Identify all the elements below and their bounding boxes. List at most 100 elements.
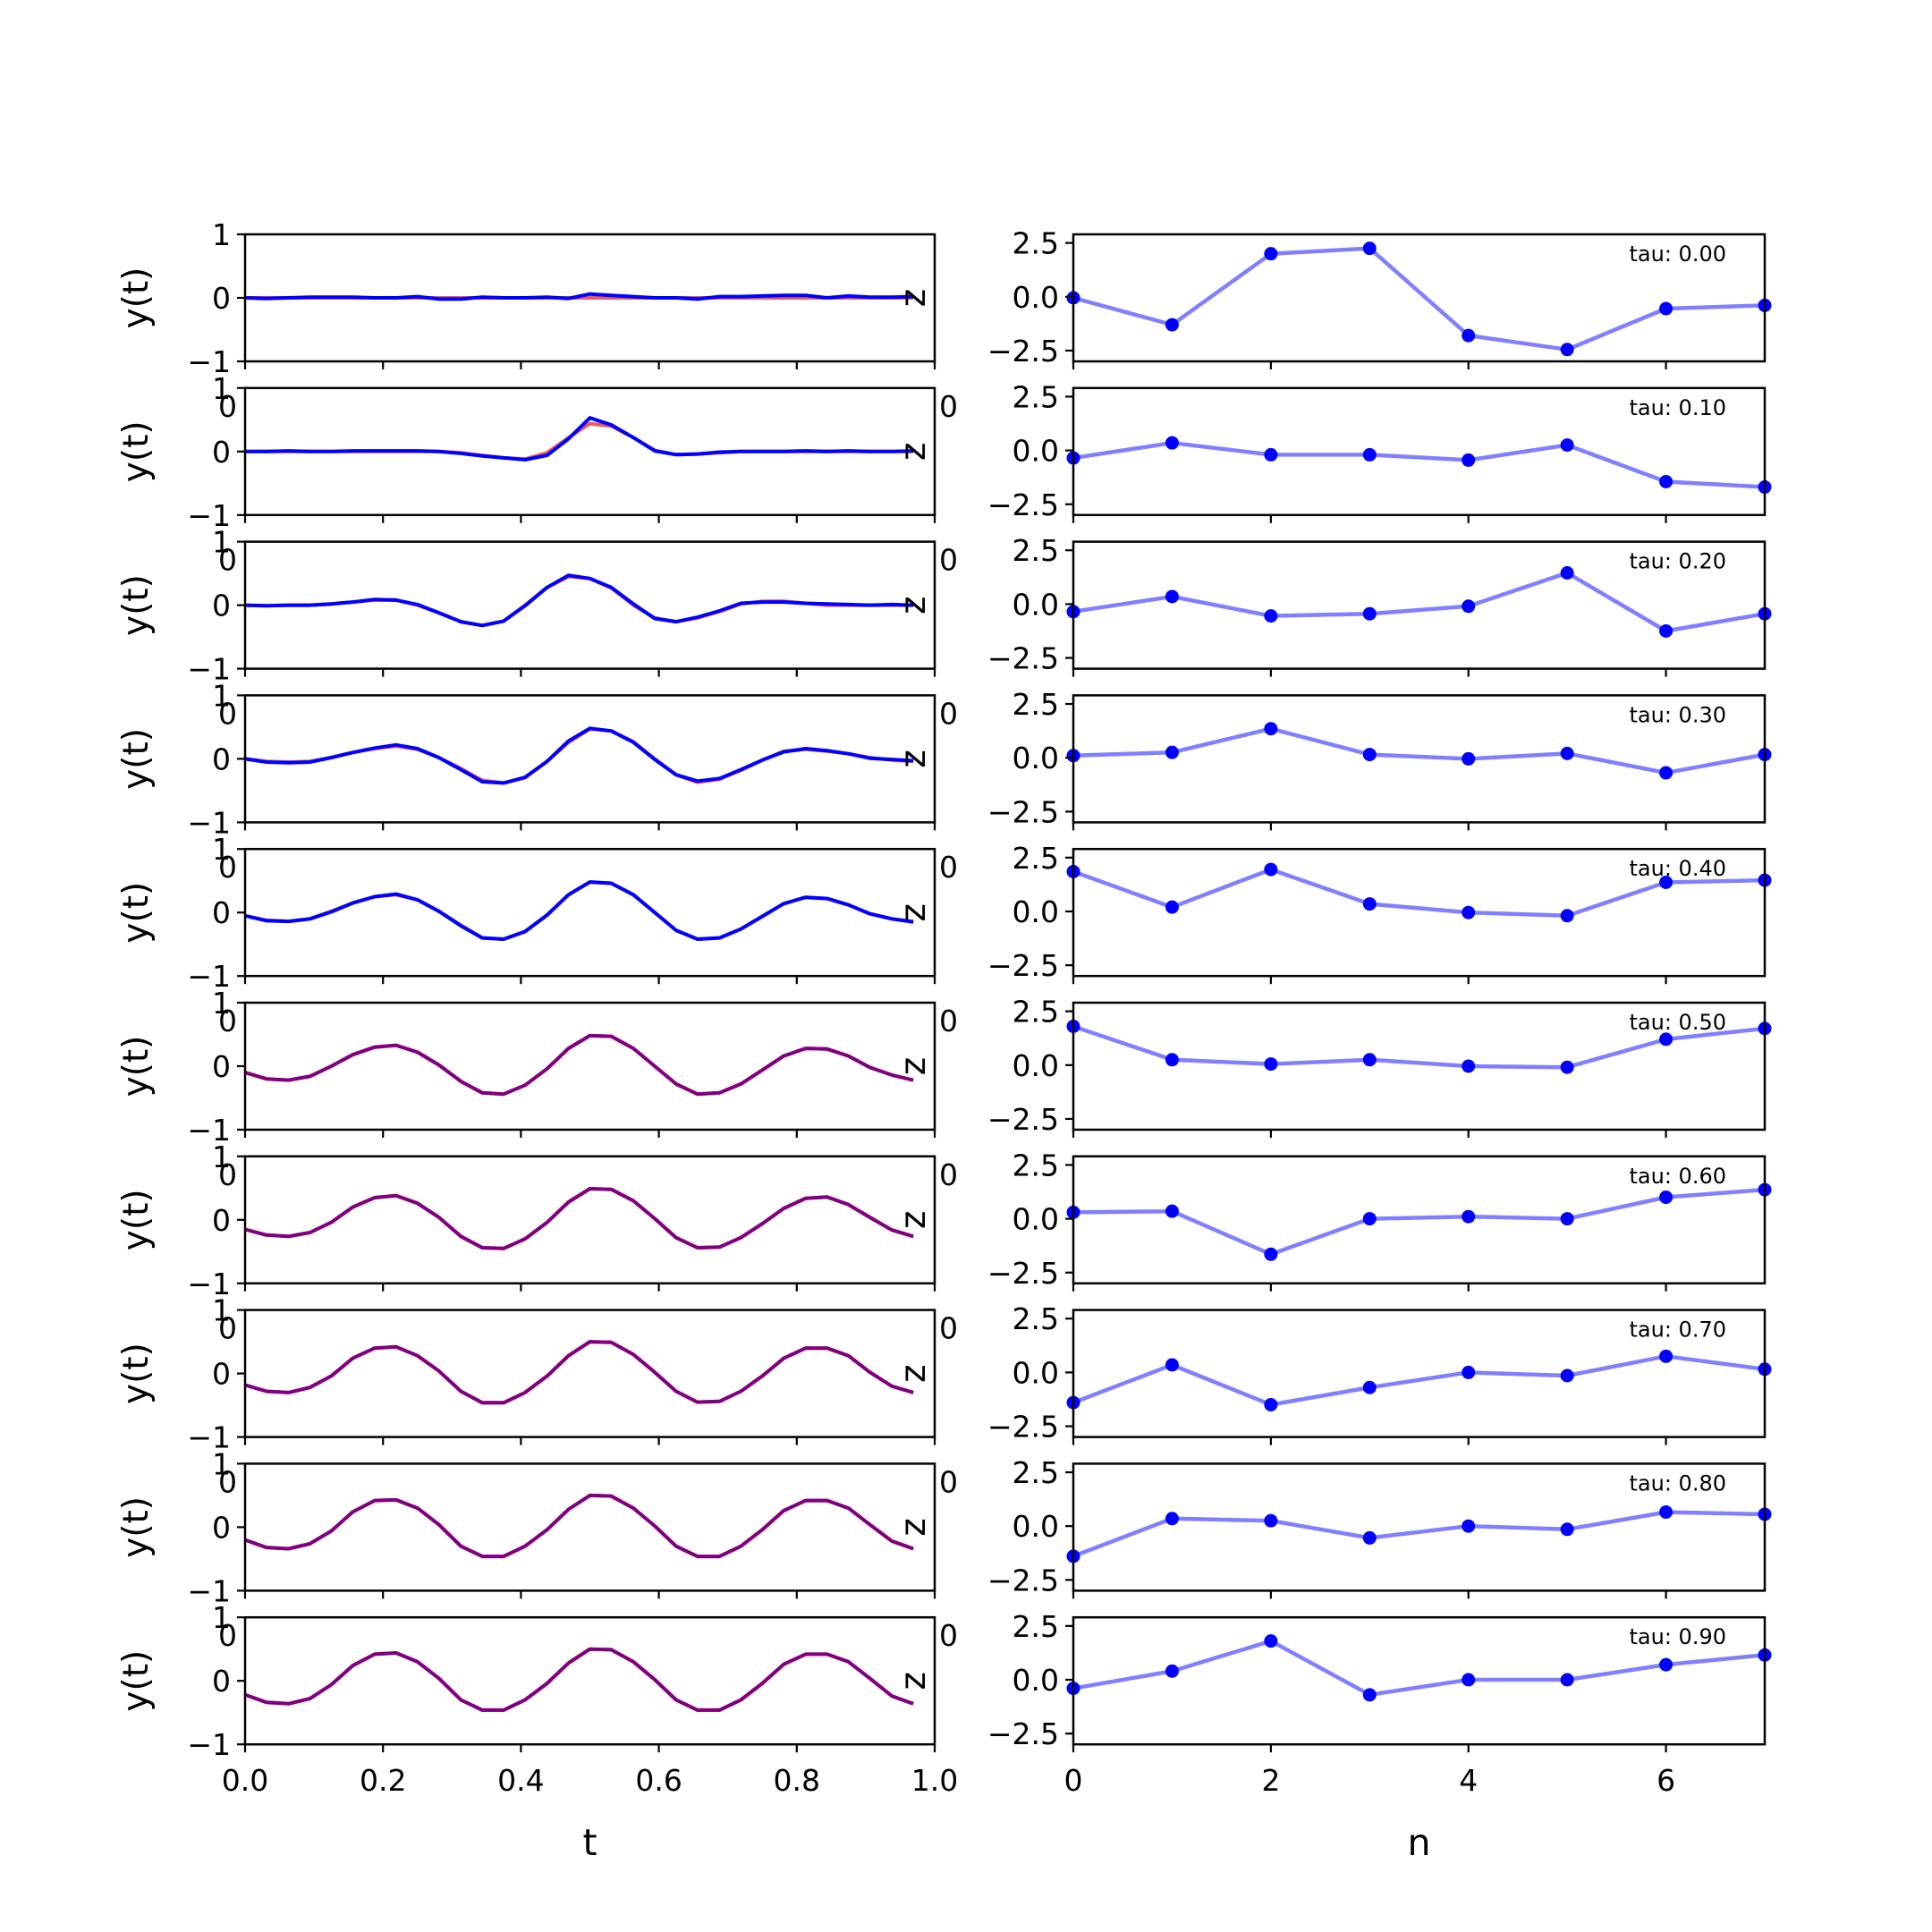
sample-point [1659,1657,1674,1672]
sample-subplot: 2.5 0.0 −2.5 tau: 0.80 0 [939,1455,1772,1599]
y-tick-label: −2.5 [987,948,1059,983]
sample-line [1072,1024,1766,1070]
sample-point [1560,746,1574,760]
y-tick-label: 0.0 [1013,587,1059,622]
signal-axes-frame [243,1309,936,1438]
y-tick-label: 0 [212,895,231,930]
overlap-zero-label: 0 [218,1004,237,1038]
z-label: z [894,1211,934,1229]
sample-point [1264,609,1278,623]
y-tick-label: −2.5 [987,794,1059,829]
overlap-zero-label: 0 [218,1157,237,1192]
sample-line [1072,1354,1766,1407]
y-tick-label: 0.0 [1013,280,1059,315]
z-label: z [894,1672,934,1690]
signal-axes-frame [243,694,936,824]
overlap-zero-label: 0 [218,1311,237,1346]
sample-point [1462,1209,1476,1224]
y-tick-label: 2.5 [1013,687,1059,722]
x-tick-label: 0.6 [635,1763,682,1798]
sample-point [1560,1673,1574,1687]
signal-blue-line [244,573,914,628]
sample-point [1362,1380,1377,1394]
signal-blue-line [244,880,914,941]
signal-axes-frame [243,1155,936,1285]
y-tick-label: 2.5 [1013,226,1059,261]
y-tick-label: 0 [212,281,231,316]
overlap-zero-label: 0 [939,850,958,885]
tau-label: tau: 0.30 [1630,702,1726,727]
sample-axes-frame [1072,694,1767,824]
y-tick-label: −1 [187,498,231,533]
sample-subplot: 2.5 0.0 −2.5 tau: 0.00 [987,226,1772,369]
y-tick-label: 0 [212,1510,231,1545]
signal-blue-line [244,726,914,785]
sample-axes-frame [1072,386,1767,517]
sample-point [1264,247,1278,261]
y-tick-label: −2.5 [987,1410,1059,1445]
signal-axes-frame [243,1462,936,1592]
y-axis-label: y(t) [116,1496,157,1558]
y-axis-label: y(t) [116,882,157,944]
sample-point [1165,1512,1179,1526]
sample-line [1072,571,1766,633]
sample-point [1165,1358,1179,1372]
x-tick-label: 0.2 [360,1763,406,1798]
x-tick-label: 0.0 [222,1763,268,1798]
y-tick-label: 0 [212,1203,231,1238]
signal-blue-line [245,416,914,462]
y-axis-label: y(t) [116,1036,157,1097]
sample-point [1362,748,1377,762]
sample-point [1659,1349,1674,1363]
sample-subplot: 2.5 0.0 −2.5 tau: 0.30 0 [939,687,1772,831]
sample-point [1462,1673,1476,1687]
sample-subplot: 2.5 0.0 −2.5 tau: 0.50 0 [939,995,1772,1138]
x-axis-label-t: t [582,1821,597,1864]
sample-point [1462,599,1476,614]
sample-line [1072,1510,1766,1559]
sample-point [1264,862,1278,877]
tau-label: tau: 0.50 [1630,1010,1726,1035]
y-axis-label: y(t) [116,1343,157,1404]
y-tick-label: 1 [212,1600,231,1635]
overlap-zero-label: 0 [939,1157,958,1192]
sample-point [1165,745,1179,759]
y-tick-label: −2.5 [987,1256,1059,1291]
y-tick-label: −1 [187,344,231,379]
sample-point [1165,436,1179,450]
sample-point [1264,1634,1278,1648]
signal-red-line [244,1340,914,1405]
y-tick-label: −2.5 [987,487,1059,522]
sample-point [1165,589,1179,604]
sample-point [1462,328,1476,343]
y-tick-label: 2.5 [1013,1148,1059,1182]
sample-point [1264,1247,1278,1261]
sample-line [1072,246,1766,352]
x-tick-label: 0.4 [497,1763,544,1798]
signal-red-line [244,880,914,941]
sample-point [1560,438,1574,453]
sample-point [1165,1664,1179,1678]
y-tick-label: 0.0 [1013,1355,1059,1390]
signal-subplot: 10−10.0 0.2 0.4 0.6 0.8 1.0y(t)0z [116,1600,958,1798]
tau-label: tau: 0.10 [1630,395,1726,420]
y-tick-label: 2.5 [1013,1301,1059,1336]
signal-red-line [244,1033,914,1097]
y-tick-label: 1 [212,217,231,252]
sample-point [1264,1057,1278,1072]
signal-blue-line [244,1493,914,1559]
sample-point [1362,1053,1377,1067]
overlap-zero-label: 0 [218,850,237,885]
y-tick-label: 0 [212,1357,231,1392]
overlap-zero-label: 0 [218,696,237,731]
signal-subplot: 10−1y(t)0z [116,1446,936,1608]
x-axis-label-n: n [1408,1821,1431,1864]
sample-point [1462,905,1476,919]
signal-blue-line [244,1647,914,1712]
sample-axes-frame [1072,1001,1767,1131]
signal-blue-line [244,292,914,301]
sample-axes-frame [1072,1309,1767,1438]
sample-axes-frame [1072,233,1767,363]
y-tick-label: −1 [187,652,231,687]
y-tick-label: −1 [187,1573,231,1608]
